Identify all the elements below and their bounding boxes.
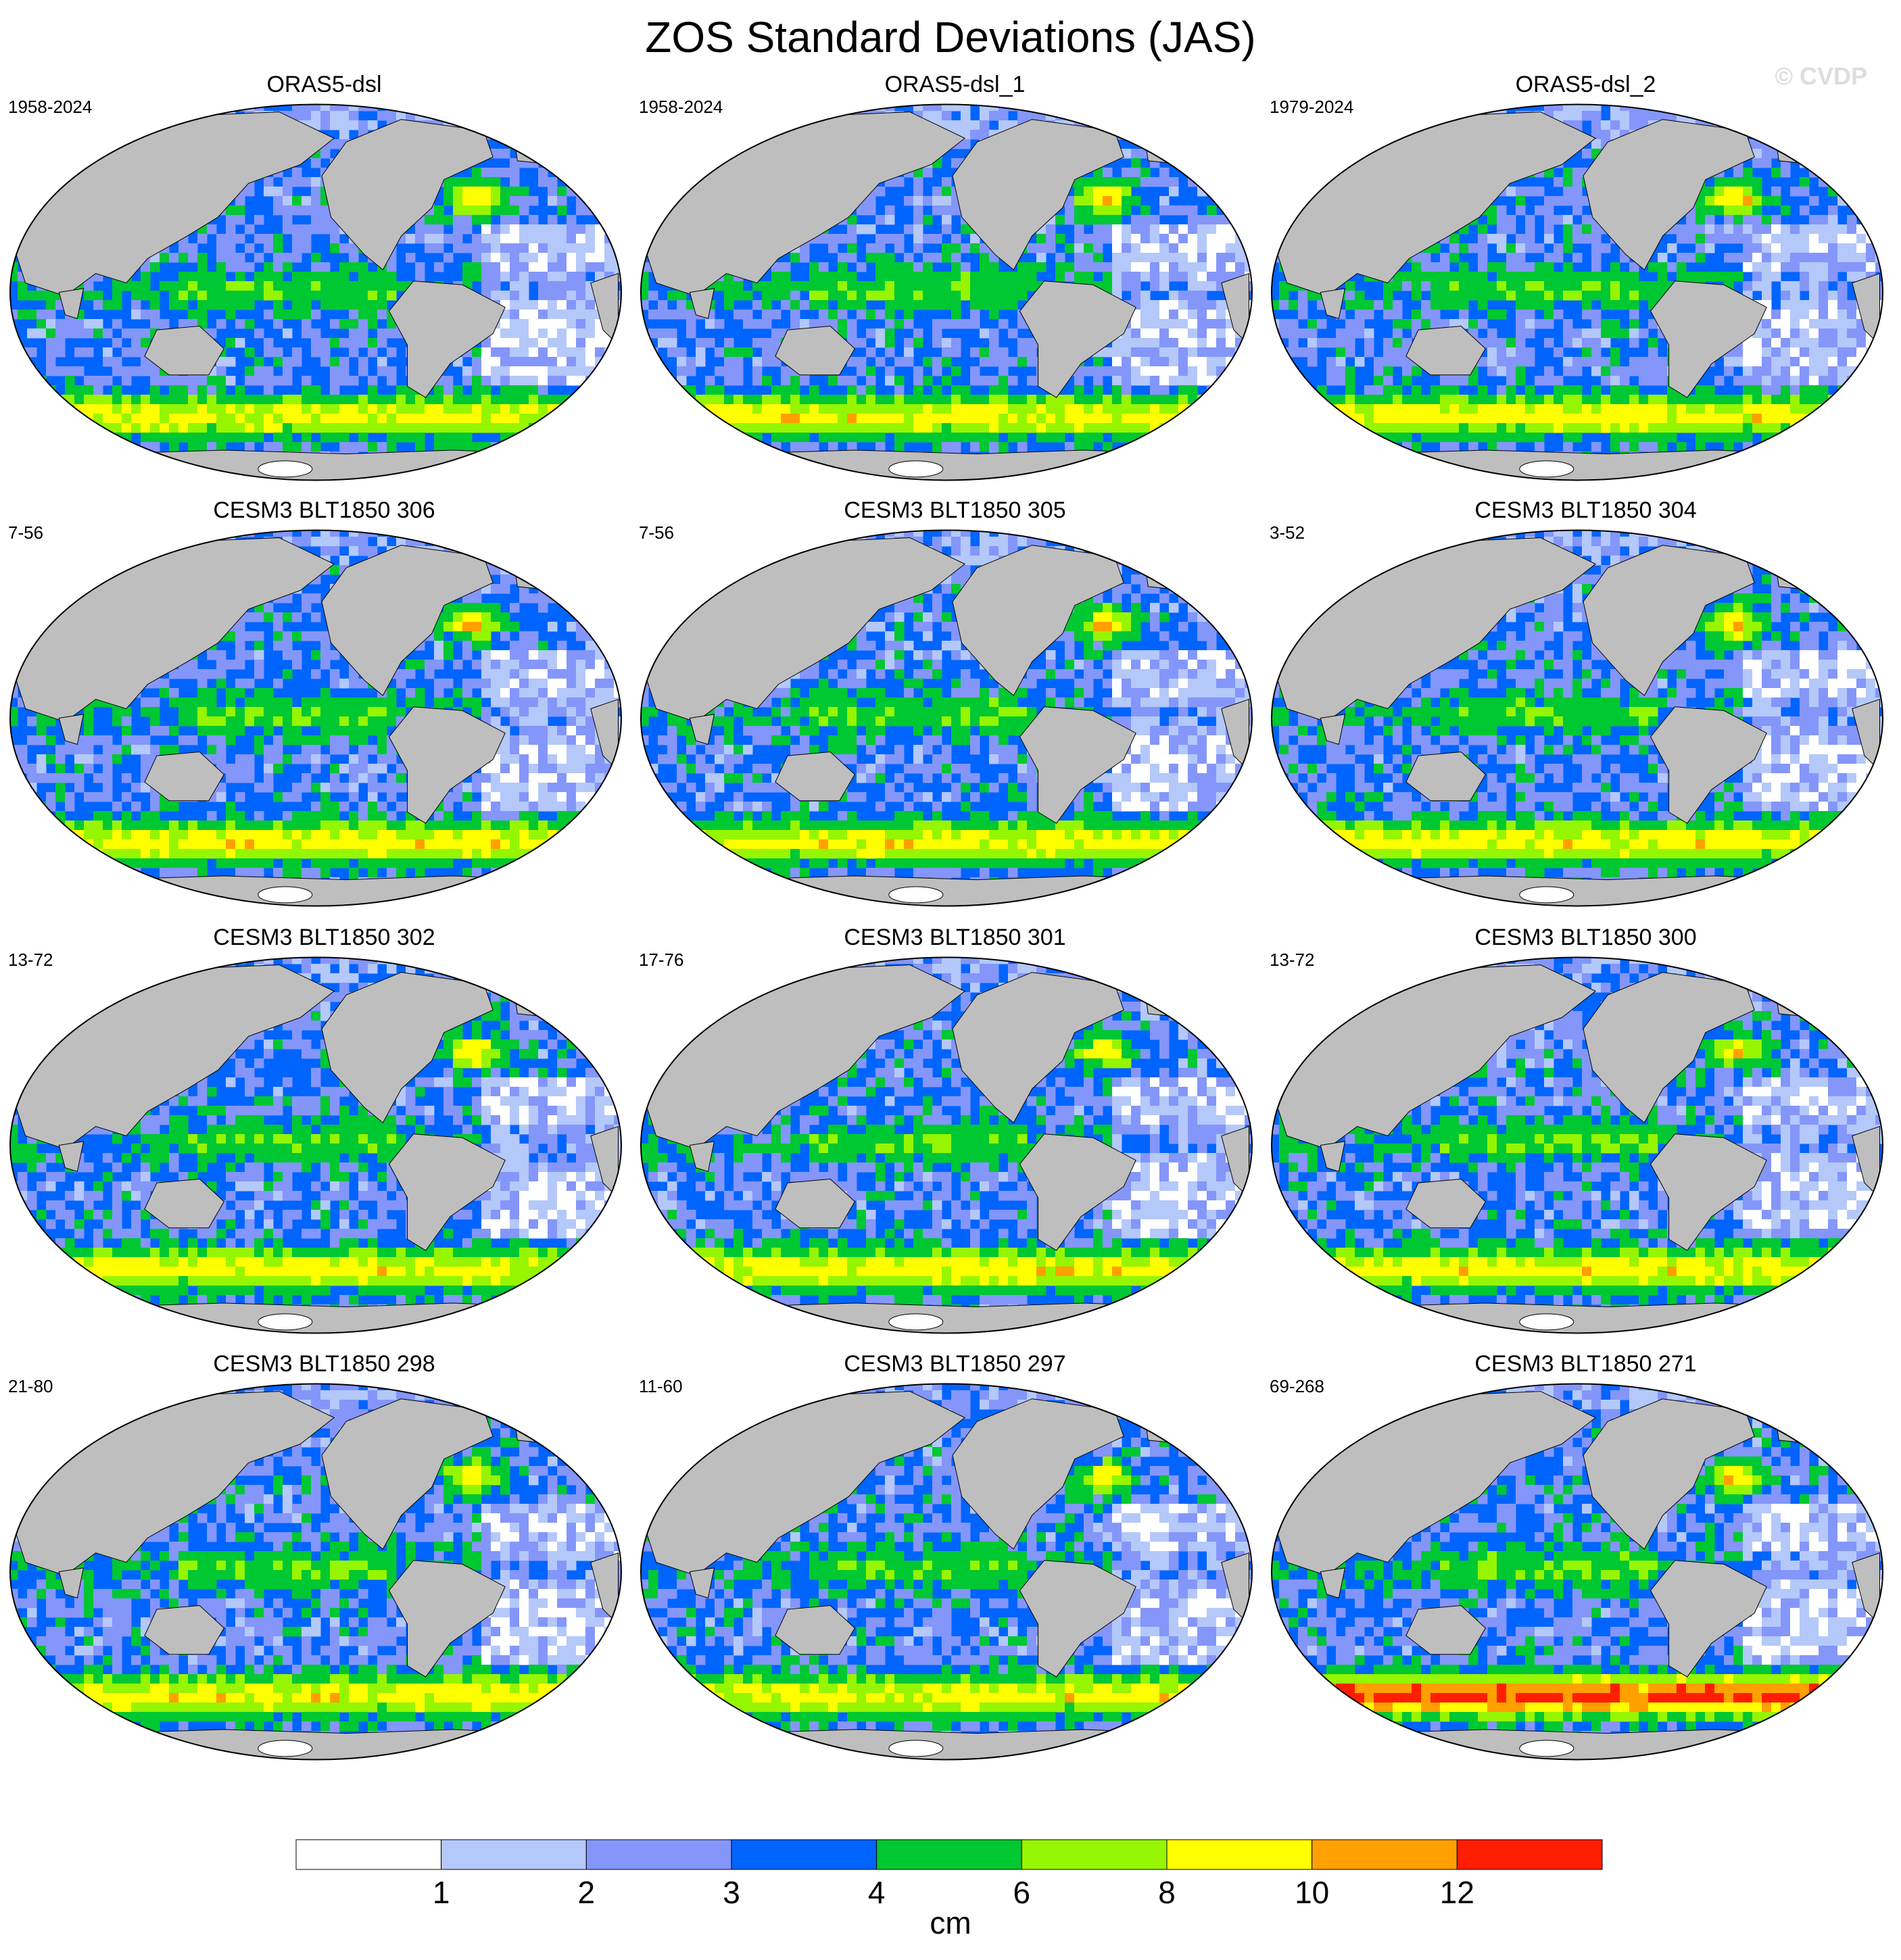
map-panel: CESM3 BLT1850 298 21-80 bbox=[8, 1350, 640, 1769]
panel-period: 7-56 bbox=[639, 522, 675, 543]
colorbar-swatch bbox=[1166, 1839, 1313, 1870]
colorbar-label: 4 bbox=[868, 1875, 886, 1906]
map-panel: ORAS5-dsl_2 1979-2024 bbox=[1270, 71, 1901, 490]
colorbar-swatch bbox=[876, 1839, 1022, 1870]
map-image bbox=[9, 529, 622, 907]
map-image bbox=[1271, 1383, 1883, 1761]
figure-title: ZOS Standard Deviations (JAS) bbox=[645, 13, 1256, 62]
panel-title: CESM3 BLT1850 301 bbox=[844, 925, 1066, 950]
map-image bbox=[1271, 529, 1883, 907]
panel-title: CESM3 BLT1850 305 bbox=[844, 497, 1066, 523]
panel-period: 3-52 bbox=[1270, 522, 1305, 543]
colorbar-label: 10 bbox=[1295, 1875, 1329, 1906]
map-image bbox=[640, 956, 1253, 1334]
panel-title: CESM3 BLT1850 304 bbox=[1474, 497, 1697, 523]
map-image bbox=[640, 103, 1253, 481]
colorbar-swatch bbox=[441, 1839, 587, 1870]
map-panel: CESM3 BLT1850 304 3-52 bbox=[1270, 497, 1901, 916]
colorbar: 1 2 3 4 6 8 10 12 bbox=[295, 1839, 1603, 1906]
panel-period: 11-60 bbox=[639, 1376, 683, 1396]
panel-title: CESM3 BLT1850 271 bbox=[1474, 1351, 1697, 1377]
colorbar-swatch bbox=[585, 1839, 732, 1870]
map-panel: CESM3 BLT1850 300 13-72 bbox=[1270, 924, 1901, 1343]
panel-title: CESM3 BLT1850 306 bbox=[213, 497, 435, 523]
panel-title: CESM3 BLT1850 300 bbox=[1474, 925, 1697, 950]
map-image bbox=[640, 1383, 1253, 1761]
colorbar-swatch bbox=[1021, 1839, 1168, 1870]
panel-period: 13-72 bbox=[8, 950, 53, 970]
map-panel: CESM3 BLT1850 305 7-56 bbox=[639, 497, 1271, 916]
panel-period: 69-268 bbox=[1270, 1376, 1324, 1396]
colorbar-label: 6 bbox=[1013, 1875, 1031, 1906]
colorbar-units: cm bbox=[930, 1905, 971, 1940]
panel-title: ORAS5-dsl bbox=[266, 72, 382, 97]
colorbar-swatch bbox=[295, 1839, 442, 1870]
map-image bbox=[1271, 103, 1883, 481]
panel-title: ORAS5-dsl_2 bbox=[1515, 72, 1656, 97]
map-panel: CESM3 BLT1850 297 11-60 bbox=[639, 1350, 1271, 1769]
map-panel: ORAS5-dsl_1 1958-2024 bbox=[639, 71, 1271, 490]
map-image bbox=[9, 956, 622, 1334]
map-image bbox=[640, 529, 1253, 907]
map-panel: ORAS5-dsl 1958-2024 bbox=[8, 71, 640, 490]
panel-period: 7-56 bbox=[8, 522, 44, 543]
colorbar-swatch bbox=[1456, 1839, 1603, 1870]
panel-period: 13-72 bbox=[1270, 950, 1315, 970]
panel-title: CESM3 BLT1850 302 bbox=[213, 925, 435, 950]
colorbar-label: 3 bbox=[723, 1875, 740, 1906]
map-image bbox=[9, 1383, 622, 1761]
colorbar-label: 1 bbox=[433, 1875, 450, 1906]
panel-period: 1958-2024 bbox=[8, 97, 93, 117]
panel-period: 21-80 bbox=[8, 1376, 53, 1396]
map-panel: CESM3 BLT1850 271 69-268 bbox=[1270, 1350, 1901, 1769]
watermark: © CVDP bbox=[1775, 62, 1867, 90]
colorbar-swatch bbox=[731, 1839, 877, 1870]
colorbar-label: 2 bbox=[578, 1875, 596, 1906]
colorbar-label: 12 bbox=[1440, 1875, 1474, 1906]
map-image bbox=[9, 103, 622, 481]
map-panel: CESM3 BLT1850 306 7-56 bbox=[8, 497, 640, 916]
panel-period: 1958-2024 bbox=[639, 97, 723, 117]
panel-title: CESM3 BLT1850 297 bbox=[844, 1351, 1066, 1377]
panel-period: 17-76 bbox=[639, 950, 684, 970]
map-panel: CESM3 BLT1850 301 17-76 bbox=[639, 924, 1271, 1343]
map-image bbox=[1271, 956, 1883, 1334]
panel-title: CESM3 BLT1850 298 bbox=[213, 1351, 435, 1377]
panel-period: 1979-2024 bbox=[1270, 97, 1354, 117]
colorbar-label: 8 bbox=[1158, 1875, 1176, 1906]
colorbar-swatch bbox=[1312, 1839, 1458, 1870]
panel-title: ORAS5-dsl_1 bbox=[884, 72, 1026, 97]
map-panel: CESM3 BLT1850 302 13-72 bbox=[8, 924, 640, 1343]
